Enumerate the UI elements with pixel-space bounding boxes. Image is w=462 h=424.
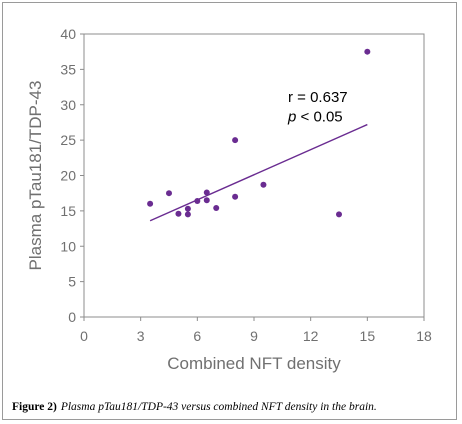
data-point [213, 205, 220, 212]
correlation-annotation: r = 0.637 [288, 89, 348, 106]
trendline [149, 123, 368, 222]
figure-frame: 0 5 10 15 20 25 30 35 40 0 3 6 9 12 15 18 Combined NFT d… [2, 2, 457, 420]
y-tick-label: 25 [60, 132, 76, 148]
y-tick-label: 40 [60, 26, 76, 42]
y-axis-label: Plasma pTau181/TDP-43 [26, 81, 45, 271]
data-point [184, 205, 191, 212]
data-point [336, 211, 342, 218]
x-tick-label: 15 [360, 328, 376, 344]
x-axis-label: Combined NFT density [167, 354, 341, 373]
y-tick-label: 35 [60, 61, 76, 77]
data-point [147, 200, 154, 207]
p-value-annotation: p < 0.05 [287, 109, 343, 126]
y-tick-label: 15 [60, 203, 76, 219]
x-tick-label: 3 [137, 328, 145, 344]
x-tick-label: 12 [303, 328, 319, 344]
scatter-chart: 0 5 10 15 20 25 30 35 40 0 3 6 9 12 15 18 Combined NFT d… [26, 26, 432, 373]
data-point [260, 181, 267, 188]
data-point [364, 48, 371, 55]
x-tick-label: 9 [250, 328, 258, 344]
y-tick-label: 20 [60, 168, 76, 184]
data-point [175, 210, 182, 217]
x-tick-label: 18 [416, 328, 432, 344]
data-point [166, 190, 172, 197]
data-point [194, 197, 201, 204]
data-point [232, 193, 239, 200]
x-tick-label: 6 [193, 328, 201, 344]
figure-caption: Figure 2) Plasma pTau181/TDP-43 versus co… [12, 401, 452, 413]
chart-labels: 0 5 10 15 20 25 30 35 40 0 3 6 9 12 15 18 Combined NFT d… [26, 26, 432, 373]
axes [80, 33, 425, 321]
data-marks [147, 48, 371, 222]
caption-label: Figure 2) [12, 401, 57, 413]
y-tick-label: 5 [68, 274, 76, 290]
y-tick-label: 0 [68, 309, 76, 325]
data-point [184, 211, 191, 218]
y-tick-label: 10 [60, 238, 76, 254]
x-tick-label: 0 [80, 328, 88, 344]
data-point [203, 197, 210, 204]
data-point [232, 137, 239, 144]
data-point [203, 189, 210, 196]
y-tick-label: 30 [60, 97, 76, 113]
caption-text: Plasma pTau181/TDP-43 versus combined NF… [60, 401, 377, 413]
